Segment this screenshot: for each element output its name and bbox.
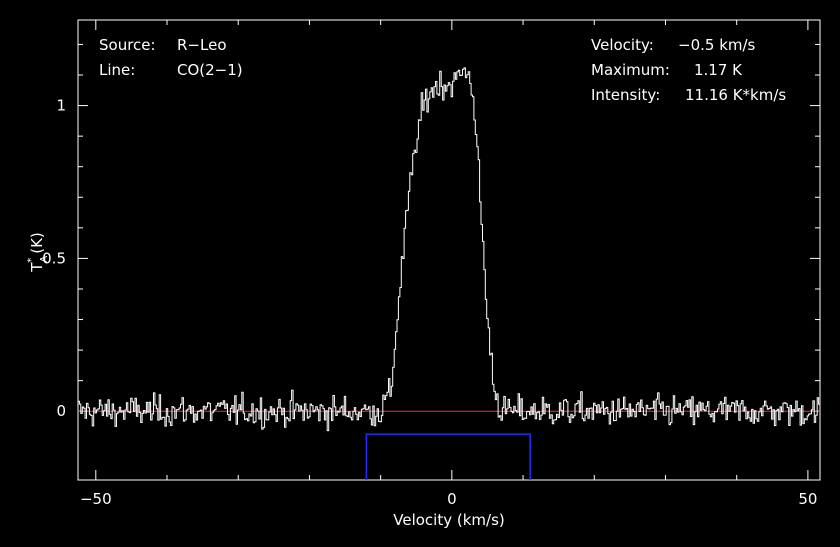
y-axis-sup: * [26,258,37,263]
y-axis-sub: A [39,256,50,263]
maximum-label: Maximum: [591,61,670,79]
velocity-value: −0.5 km/s [678,36,756,54]
spectrum-series [78,67,820,432]
y-axis-unit: (K) [28,232,46,254]
intensity-value: 11.16 K*km/s [685,86,786,104]
intensity-label: Intensity: [591,86,660,104]
velocity-label: Velocity: [591,36,654,54]
y-tick-label: 1 [56,97,66,115]
x-tick-label: 50 [798,490,817,508]
maximum-value: 1.17 K [694,61,743,79]
source-value: R−Leo [177,36,227,54]
x-tick-label: −50 [80,490,112,508]
line-label: Line: [99,61,135,79]
source-label: Source: [99,36,156,54]
ticks: −50 0 50 0 0.5 1 [42,20,820,508]
velocity-window [365,433,531,480]
y-tick-label: 0.5 [42,249,66,267]
y-tick-label: 0 [56,402,66,420]
x-axis-label: Velocity (km/s) [393,511,504,529]
line-value: CO(2−1) [177,61,243,79]
x-tick-label: 0 [447,490,457,508]
plot-frame [77,19,821,481]
